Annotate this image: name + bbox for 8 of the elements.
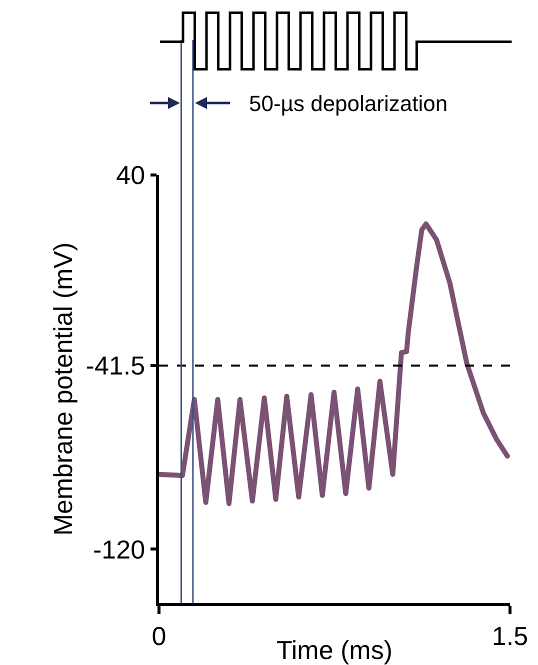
text: 50-µs depolarization bbox=[249, 91, 448, 116]
y-tick-label: -41.5 bbox=[86, 350, 146, 381]
y-tick-label: 40 bbox=[116, 160, 146, 190]
y-axis-title: Membrane potential (mV) bbox=[48, 242, 78, 536]
y-tick-label: -120 bbox=[93, 534, 146, 564]
x-tick-label: 0 bbox=[152, 620, 166, 651]
x-axis-title: Time (ms) bbox=[276, 635, 393, 665]
x-tick-label: 1.5 bbox=[492, 620, 528, 651]
